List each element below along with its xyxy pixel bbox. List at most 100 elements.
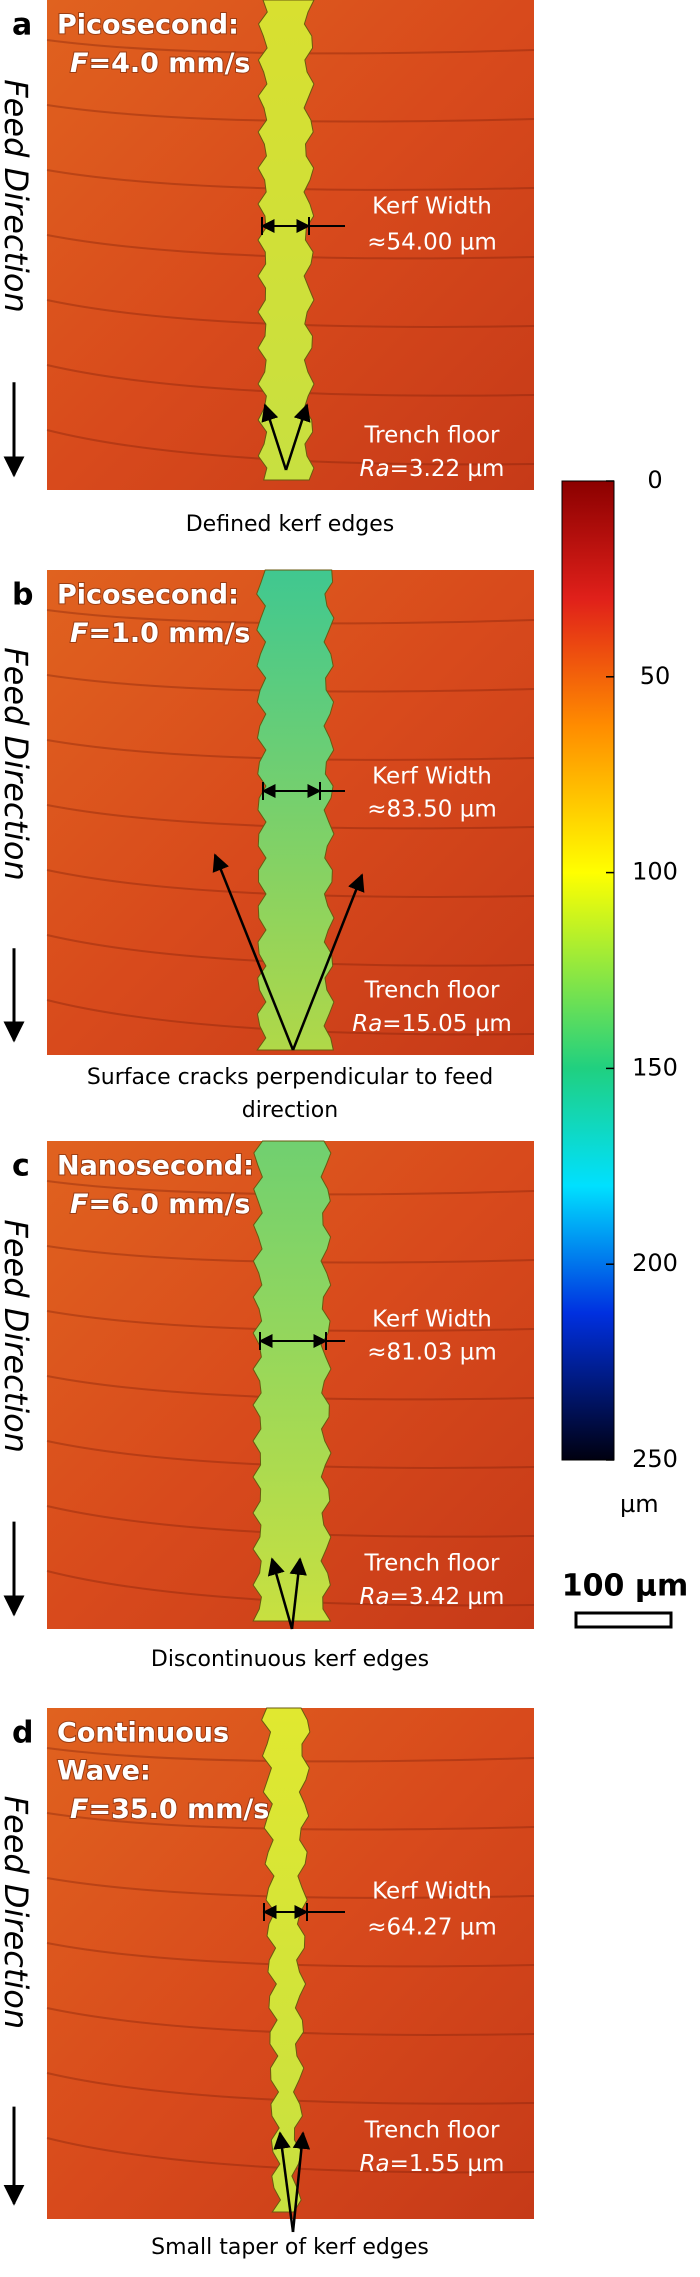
- roughness-value: =15.05 µm: [382, 1011, 511, 1037]
- roughness-symbol: Ra: [360, 2151, 390, 2177]
- surface-streak: [46, 169, 535, 191]
- panel: c Nanosecond: F=6.0 mm/s Feed Direction Kerf…: [0, 1140, 535, 1672]
- scale-bar: [574, 1611, 673, 1629]
- feed-direction: Feed Direction: [0, 647, 35, 881]
- surface-streak: [46, 1570, 535, 1607]
- kerf-width: ≈83.50 µm: [367, 797, 496, 823]
- surface-streak: [46, 1180, 535, 1196]
- surface-streak: [46, 2072, 535, 2105]
- colorbar-unit: µm: [620, 1490, 659, 1518]
- panel-label: d: [12, 1716, 33, 1751]
- panel: a Picosecond: F=4.0 mm/s Feed Direction Kerf…: [0, 0, 535, 537]
- panel-label: a: [12, 8, 32, 43]
- colorbar-tick-label: 50: [640, 662, 671, 690]
- surface-streak: [46, 1440, 535, 1469]
- colorbar-tick-label: 200: [632, 1249, 678, 1277]
- surface-streak: [46, 1877, 535, 1899]
- feed-direction: Feed Direction: [0, 1796, 35, 2030]
- panel-title: Nanosecond:: [57, 1151, 254, 1182]
- caption: Discontinuous kerf edges: [151, 1647, 429, 1672]
- roughness: Ra=3.42 µm: [360, 1584, 505, 1610]
- roughness-symbol: Ra: [360, 456, 390, 482]
- speed: F=35.0 mm/s: [70, 1794, 269, 1825]
- roughness-symbol: Ra: [352, 1011, 382, 1037]
- panel-label: b: [12, 578, 33, 613]
- trench-floor: Trench floor: [364, 2118, 501, 2144]
- surface-streak: [46, 609, 535, 625]
- speed-symbol: F: [70, 1794, 89, 1825]
- surface-streak: [46, 1942, 535, 1968]
- kerf: [256, 569, 335, 1051]
- colorbar: [561, 480, 615, 1461]
- speed-value: =6.0 mm/s: [88, 1189, 250, 1220]
- surface-streak: [46, 1747, 535, 1763]
- roughness-value: =3.22 µm: [390, 456, 505, 482]
- kerf: [257, 0, 315, 481]
- panel-title: Continuous: [57, 1718, 229, 1749]
- kerf-width: Kerf Width: [372, 1879, 492, 1905]
- pointer-arrow: [267, 1557, 294, 1630]
- panel: d Continuous Wave: F=35.0 mm/s Feed Directio…: [0, 1707, 535, 2260]
- surface-streak: [46, 1310, 535, 1332]
- roughness-value: =3.42 µm: [390, 1584, 505, 1610]
- roughness-symbol: Ra: [360, 1584, 390, 1610]
- surface-streak: [46, 39, 535, 55]
- surface-streak: [46, 2137, 535, 2174]
- scale-bar-label: 100 µm: [562, 1569, 688, 1604]
- panel-title: Picosecond:: [57, 10, 239, 41]
- pointer-arrow: [284, 403, 311, 471]
- surface-streak: [46, 934, 535, 967]
- pointer-arrow: [261, 403, 288, 471]
- feed-direction: Feed Direction: [0, 1219, 35, 1453]
- trench-floor: Trench floor: [364, 423, 501, 449]
- surface-streak: [46, 999, 535, 1036]
- caption: Small taper of kerf edges: [151, 2235, 429, 2260]
- kerf-width: ≈64.27 µm: [367, 1915, 496, 1941]
- caption: Defined kerf edges: [186, 512, 395, 537]
- surface-streak: [46, 104, 535, 123]
- colorbar-tick-label: 150: [632, 1053, 678, 1081]
- pointer-arrow: [273, 2131, 295, 2233]
- surface-streak: [46, 739, 535, 761]
- surface-streak: [46, 299, 535, 328]
- surface-streak: [46, 1812, 535, 1831]
- roughness: Ra=1.55 µm: [360, 2151, 505, 2177]
- speed-value: =1.0 mm/s: [88, 618, 250, 649]
- panel-title: Picosecond:: [57, 580, 239, 611]
- speed-value: =4.0 mm/s: [88, 48, 250, 79]
- kerf-width: ≈54.00 µm: [367, 230, 496, 256]
- speed: F=4.0 mm/s: [70, 48, 251, 79]
- pointer-arrow: [291, 2131, 311, 2233]
- panel-label: c: [12, 1149, 30, 1184]
- surface-streak: [46, 674, 535, 693]
- pointer-arrow: [212, 853, 295, 1051]
- surface-streak: [46, 1375, 535, 1401]
- surface-streak: [46, 869, 535, 898]
- surface-streak: [46, 2007, 535, 2036]
- speed: F=6.0 mm/s: [70, 1189, 251, 1220]
- kerf: [252, 1140, 332, 1622]
- surface-streak: [46, 364, 535, 397]
- pointer-arrow: [289, 1557, 307, 1630]
- surface-streak: [46, 804, 535, 830]
- kerf-width: ≈81.03 µm: [367, 1340, 496, 1366]
- speed-value: =35.0 mm/s: [88, 1794, 269, 1825]
- colorbar-tick-label: 250: [632, 1445, 678, 1473]
- colorbar-tick-label: 0: [647, 466, 662, 494]
- roughness: Ra=15.05 µm: [352, 1011, 512, 1037]
- panel: b Picosecond: F=1.0 mm/s Feed Direction Kerf…: [0, 569, 535, 1123]
- caption: Surface cracks perpendicular to feed: [87, 1065, 493, 1090]
- speed-symbol: F: [70, 1189, 89, 1220]
- surface-streak: [46, 1245, 535, 1264]
- speed-symbol: F: [70, 618, 89, 649]
- trench-floor: Trench floor: [364, 978, 501, 1004]
- roughness: Ra=3.22 µm: [360, 456, 505, 482]
- surface-streak: [46, 429, 535, 466]
- surface-streak: [46, 1505, 535, 1538]
- pointer-arrow: [291, 873, 365, 1051]
- kerf-width: Kerf Width: [372, 1307, 492, 1333]
- feed-direction: Feed Direction: [0, 79, 35, 313]
- roughness-value: =1.55 µm: [390, 2151, 505, 2177]
- kerf-width: Kerf Width: [372, 764, 492, 790]
